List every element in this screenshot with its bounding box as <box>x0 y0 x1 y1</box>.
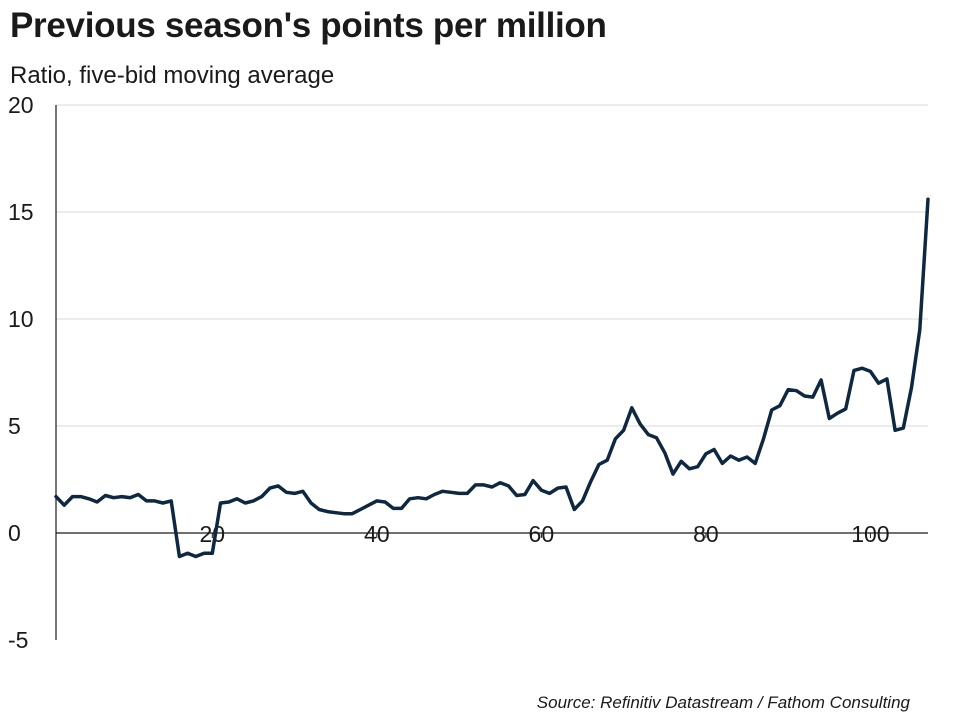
y-tick-label: -5 <box>8 627 28 653</box>
x-tick-label: 60 <box>529 521 555 547</box>
y-axis-ticks: -5 0 5 10 15 20 <box>8 92 34 653</box>
y-tick-label: 0 <box>8 520 21 546</box>
y-tick-label: 10 <box>8 306 34 332</box>
series-line <box>54 197 930 559</box>
x-tick-label: 40 <box>364 521 390 547</box>
y-tick-label: 5 <box>8 413 21 439</box>
series-group <box>54 197 930 559</box>
y-tick-label: 20 <box>8 92 34 118</box>
y-tick-label: 15 <box>8 199 34 225</box>
gridlines <box>56 104 928 427</box>
x-tick-label: 100 <box>851 521 889 547</box>
axes <box>55 105 928 640</box>
x-axis-ticks: 20 40 60 80 100 <box>200 521 890 547</box>
chart-title: Previous season's points per million <box>10 6 607 45</box>
x-tick-label: 80 <box>693 521 719 547</box>
chart-subtitle: Ratio, five-bid moving average <box>10 62 335 89</box>
source-note: Source: Refinitiv Datastream / Fathom Co… <box>536 693 910 712</box>
